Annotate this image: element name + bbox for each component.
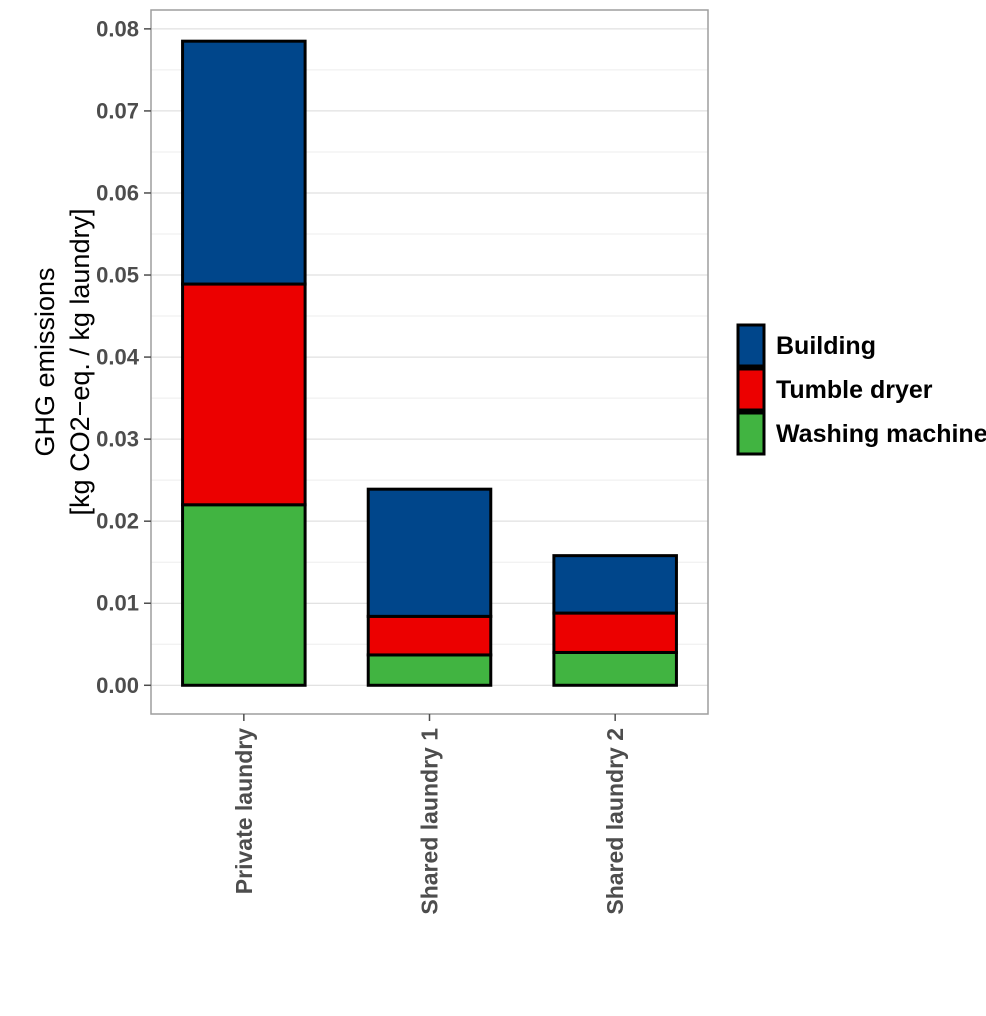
legend-swatch (736, 367, 766, 412)
y-tick-label: 0.07 (96, 98, 139, 123)
bar-segment (552, 650, 678, 687)
x-axis: Private laundry Shared laundry 1 Shared la… (231, 714, 628, 915)
y-tick-label: 0.00 (96, 673, 139, 698)
bar-segment (181, 503, 307, 687)
y-tick-label: 0.01 (96, 591, 139, 616)
bar-segment (366, 653, 493, 687)
bar-segment (552, 611, 678, 654)
y-tick-label: 0.06 (96, 180, 139, 205)
y-axis-label: GHG emissions [kg CO2−eq. / kg laundry] (30, 209, 95, 516)
legend-label: Building (776, 332, 876, 360)
bar-segment (366, 614, 493, 657)
x-tick-label: Shared laundry 2 (602, 728, 628, 915)
legend: Building Tumble dryer Washing machine (736, 323, 986, 456)
legend-label: Tumble dryer (776, 376, 933, 404)
y-axis: 0.00 0.01 0.02 0.03 0.04 0.05 0.06 0.07 0.08 (96, 16, 151, 698)
bar-segment (181, 282, 307, 507)
legend-label: Washing machine (776, 420, 986, 448)
x-tick-label: Shared laundry 1 (417, 728, 443, 915)
bar-segment (181, 39, 307, 286)
y-tick-label: 0.08 (96, 16, 139, 41)
y-tick-label: 0.03 (96, 427, 139, 452)
bar-segment (366, 487, 493, 618)
y-tick-label: 0.02 (96, 509, 139, 534)
y-axis-title-line: [kg CO2−eq. / kg laundry] (65, 209, 95, 516)
legend-swatch (736, 411, 766, 456)
bar-segment (552, 554, 678, 615)
x-tick-label: Private laundry (231, 728, 257, 894)
y-tick-label: 0.04 (96, 345, 140, 370)
bars (181, 39, 678, 687)
legend-swatch (736, 323, 766, 368)
y-axis-title-line: GHG emissions (30, 267, 60, 456)
y-tick-label: 0.05 (96, 263, 139, 288)
